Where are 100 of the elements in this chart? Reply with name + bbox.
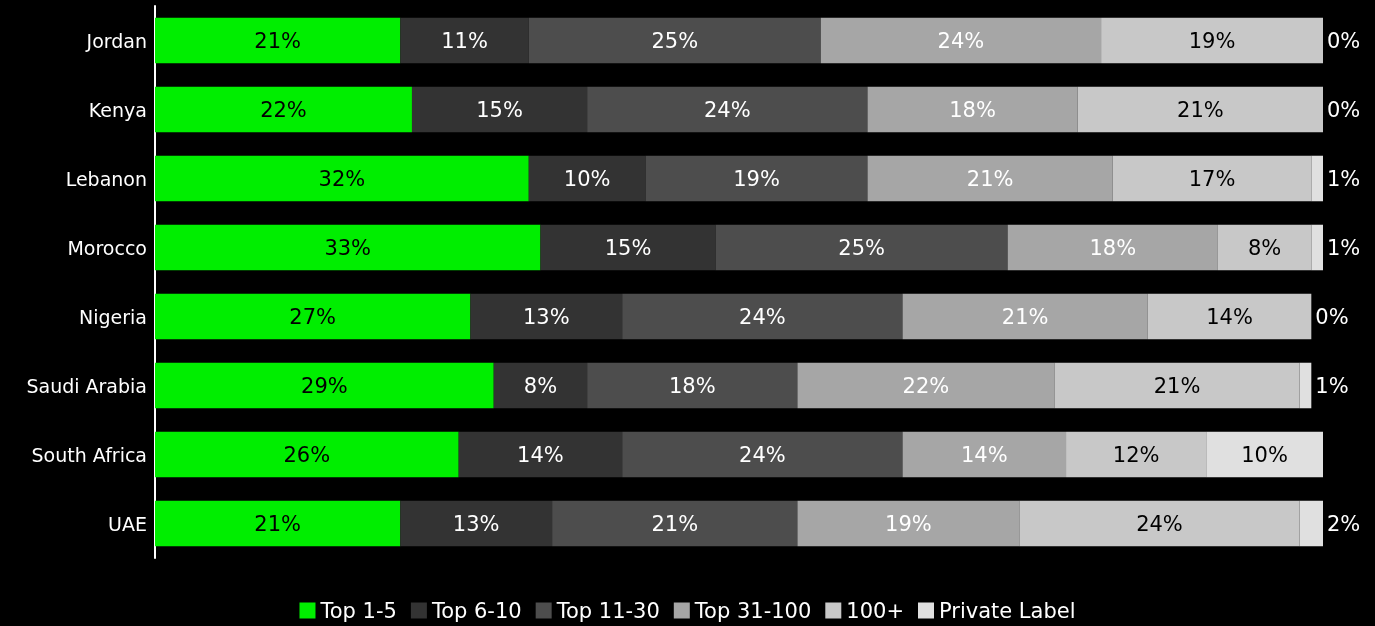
y-tick-label: Jordan [85, 29, 147, 52]
legend-label: Top 6-10 [430, 598, 522, 623]
legend-label: Private Label [938, 598, 1076, 623]
bar [400, 500, 553, 547]
data-label: 0% [1327, 28, 1361, 53]
bar [1007, 224, 1218, 271]
data-label: 24% [739, 442, 786, 467]
bar [715, 224, 1008, 271]
bar [155, 362, 494, 409]
y-tick-label: Kenya [88, 98, 147, 121]
data-label: 11% [441, 28, 488, 53]
y-tick-label: UAE [108, 512, 147, 535]
data-label: 14% [517, 442, 564, 467]
data-label: 21% [1001, 304, 1049, 329]
y-tick-label: Lebanon [65, 167, 147, 190]
bar [622, 431, 903, 478]
data-label: 8% [1247, 235, 1282, 260]
bar [902, 293, 1148, 340]
data-label: 2% [1327, 511, 1361, 536]
data-label: 8% [523, 373, 558, 398]
data-label: 26% [283, 442, 331, 467]
bar [155, 86, 412, 133]
bar [1299, 362, 1312, 409]
data-label: 13% [522, 304, 570, 329]
data-label: 22% [260, 97, 307, 122]
data-label: 27% [289, 304, 337, 329]
bar [155, 155, 529, 202]
data-label: 29% [301, 373, 348, 398]
data-label: 10% [563, 166, 611, 191]
y-tick-label: South Africa [31, 443, 147, 466]
data-label: 1% [1315, 373, 1349, 398]
data-label: 18% [949, 97, 996, 122]
bar [902, 431, 1067, 478]
data-label: 21% [1153, 373, 1201, 398]
data-label: 25% [838, 235, 885, 260]
data-label: 25% [651, 28, 699, 53]
data-label: 21% [651, 511, 699, 536]
bar [411, 86, 588, 133]
bar [1311, 155, 1323, 202]
bar [867, 155, 1113, 202]
data-label: 15% [476, 97, 523, 122]
data-label: 17% [1188, 166, 1236, 191]
y-tick-label: Morocco [67, 236, 147, 259]
legend-label: Top 31-100 [693, 598, 812, 623]
bar [1066, 431, 1207, 478]
bar [1112, 155, 1312, 202]
data-label: 0% [1315, 304, 1349, 329]
bar [458, 431, 623, 478]
bar [1054, 362, 1300, 409]
data-label: 19% [1188, 28, 1236, 53]
bar [1311, 224, 1323, 271]
bar [622, 293, 903, 340]
bar [867, 86, 1078, 133]
bar [1206, 431, 1323, 478]
data-label: 33% [324, 235, 372, 260]
data-label: 24% [937, 28, 985, 53]
bar [1217, 224, 1312, 271]
bar [493, 362, 588, 409]
legend-label: Top 11-30 [555, 598, 660, 623]
data-label: 24% [703, 97, 751, 122]
legend-label: Top 1-5 [319, 598, 397, 623]
y-tick-label: Saudi Arabia [26, 374, 147, 397]
bar [1101, 17, 1323, 64]
data-label: 14% [1206, 304, 1253, 329]
bar [797, 500, 1020, 547]
data-label: 21% [966, 166, 1014, 191]
data-label: 18% [668, 373, 716, 398]
bar [400, 17, 529, 64]
bar [1299, 500, 1323, 547]
data-label: 1% [1327, 166, 1361, 191]
bar [587, 86, 868, 133]
data-label: 24% [739, 304, 786, 329]
data-label: 21% [254, 511, 301, 536]
bar [1077, 86, 1323, 133]
bar [1147, 293, 1312, 340]
bar [155, 224, 541, 271]
data-label: 1% [1327, 235, 1361, 260]
bar [470, 293, 623, 340]
data-label: 15% [604, 235, 652, 260]
bar [155, 17, 401, 64]
data-label: 13% [452, 511, 500, 536]
data-label: 21% [1177, 97, 1224, 122]
data-label: 22% [902, 373, 950, 398]
bar [528, 17, 821, 64]
bar [540, 224, 716, 271]
data-label: 14% [960, 442, 1008, 467]
bar [155, 431, 459, 478]
y-tick-label: Nigeria [79, 305, 147, 328]
data-label: 12% [1112, 442, 1160, 467]
bar [587, 362, 798, 409]
data-label: 21% [254, 28, 301, 53]
bar [155, 293, 471, 340]
data-label: 18% [1089, 235, 1137, 260]
bar [820, 17, 1102, 64]
data-label: 19% [733, 166, 780, 191]
data-label: 32% [318, 166, 366, 191]
data-label: 10% [1241, 442, 1288, 467]
bar [155, 500, 401, 547]
bar [528, 155, 646, 202]
bar [1019, 500, 1300, 547]
